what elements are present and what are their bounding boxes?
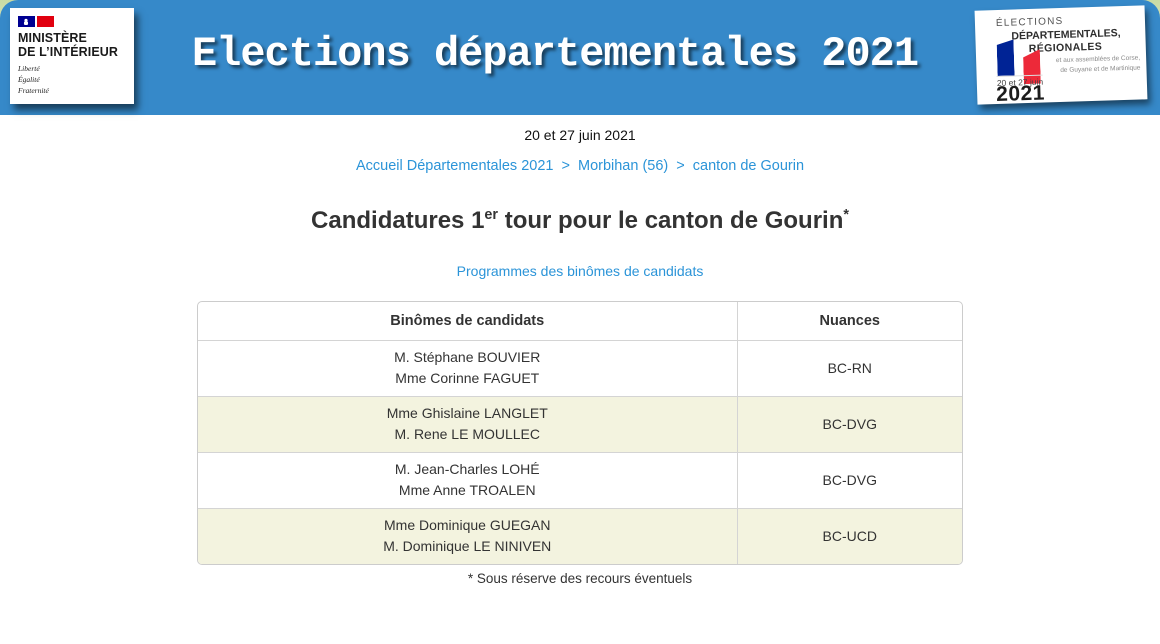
program-link-line: Programmes des binômes de candidats	[0, 263, 1160, 279]
breadcrumb-link-morbihan[interactable]: Morbihan (56)	[577, 158, 669, 174]
candidate-name: Mme Dominique GUEGAN	[384, 517, 551, 534]
nuance-cell: BC-DVG	[736, 395, 962, 453]
french-flag-icon	[18, 16, 128, 27]
republic-motto: Liberté Égalité Fraternité	[18, 64, 49, 95]
table-header-row: Binômes de candidats Nuances	[198, 302, 962, 341]
header-banner: MINISTÈRE DE L’INTÉRIEUR Liberté Égalité…	[0, 0, 1160, 115]
nuance-cell: BC-UCD	[736, 507, 962, 564]
candidates-cell: M. Jean-Charles LOHÉ Mme Anne TROALEN	[198, 451, 738, 509]
banner-background: MINISTÈRE DE L’INTÉRIEUR Liberté Égalité…	[0, 0, 1160, 115]
candidates-table: Binômes de candidats Nuances M. Stéphane…	[197, 301, 963, 565]
nuance-cell: BC-DVG	[736, 451, 962, 509]
page-title: Candidatures 1er tour pour le canton de …	[311, 207, 849, 234]
programs-link[interactable]: Programmes des binômes de candidats	[456, 263, 704, 279]
ministry-name: MINISTÈRE DE L’INTÉRIEUR	[18, 31, 119, 59]
candidate-name: M. Rene LE MOULLEC	[394, 426, 541, 442]
election-dates-line: 20 et 27 juin 2021	[524, 127, 636, 143]
candidates-cell: Mme Dominique GUEGAN M. Dominique LE NINI…	[198, 507, 738, 564]
elections-logo-note: et aux assemblées de Corse, de Guyane et…	[1055, 54, 1141, 74]
table-footnote: * Sous réserve des recours éventuels	[467, 571, 693, 586]
candidate-name: Mme Corinne FAGUET	[395, 370, 540, 386]
ministry-interieur-logo: MINISTÈRE DE L’INTÉRIEUR Liberté Égalité…	[10, 8, 134, 104]
breadcrumb-separator: >	[676, 158, 685, 174]
table-row: M. Jean-Charles LOHÉ Mme Anne TROALEN BC-D…	[198, 451, 962, 509]
breadcrumb: Accueil Départementales 2021 > Morbihan …	[0, 158, 1160, 174]
candidate-name: M. Dominique LE NINIVEN	[383, 538, 552, 555]
candidate-name: Mme Ghislaine LANGLET	[386, 405, 548, 421]
table-row: Mme Ghislaine LANGLET M. Rene LE MOULLEC B…	[198, 395, 962, 453]
elections-2021-logo: ÉLECTIONS DÉPARTEMENTALES, RÉGIONALES et…	[974, 5, 1148, 105]
breadcrumb-link-canton[interactable]: canton de Gourin	[692, 158, 805, 174]
table-row: M. Stéphane BOUVIER Mme Corinne FAGUET BC-…	[198, 339, 962, 397]
table-row: Mme Dominique GUEGAN M. Dominique LE NINI…	[198, 507, 962, 564]
nuance-cell: BC-RN	[736, 339, 962, 397]
column-header-nuances: Nuances	[736, 302, 962, 341]
candidates-cell: M. Stéphane BOUVIER Mme Corinne FAGUET	[198, 339, 738, 397]
candidate-name: M. Stéphane BOUVIER	[394, 349, 541, 365]
candidates-cell: Mme Ghislaine LANGLET M. Rene LE MOULLEC	[198, 395, 738, 453]
page-banner-title: Elections départementales 2021	[191, 30, 919, 78]
column-header-binomes: Binômes de candidats	[198, 302, 738, 341]
candidate-name: Mme Anne TROALEN	[398, 482, 536, 498]
breadcrumb-link-accueil[interactable]: Accueil Départementales 2021	[355, 158, 554, 174]
breadcrumb-separator: >	[561, 158, 570, 174]
candidate-name: M. Jean-Charles LOHÉ	[394, 461, 540, 477]
